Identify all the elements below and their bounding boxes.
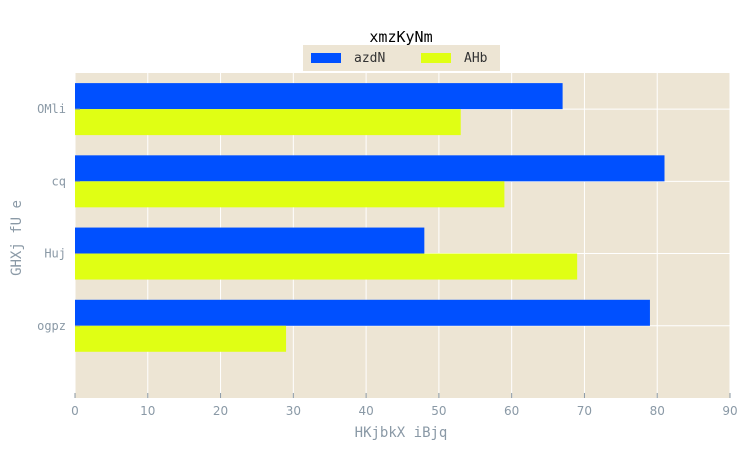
y-tick-label: Huj (44, 247, 66, 261)
x-tick-label: 90 (722, 404, 737, 418)
bar-AHb-Huj (75, 253, 578, 280)
legend: azdN AHb (303, 45, 500, 71)
x-tick-label: 40 (358, 404, 373, 418)
legend-label-AHb: AHb (464, 51, 488, 66)
y-axis-ticks: OMli cq Huj ogpz (37, 102, 80, 333)
x-tick-label: 30 (286, 404, 301, 418)
bar-azdN-OMli (75, 83, 563, 110)
bar-AHb-OMli (75, 109, 461, 136)
y-tick-label: cq (52, 174, 66, 188)
legend-swatch-AHb (421, 53, 451, 63)
x-tick-label: 10 (140, 404, 155, 418)
y-axis-label: GHXj fU e (9, 200, 25, 276)
x-tick-label: 0 (71, 404, 79, 418)
y-tick-label: OMli (37, 102, 66, 116)
x-tick-label: 60 (504, 404, 519, 418)
legend-swatch-azdN (311, 53, 341, 63)
x-axis-label: HKjbkX iBjq (355, 425, 448, 441)
x-tick-label: 70 (577, 404, 592, 418)
x-tick-label: 50 (431, 404, 446, 418)
bar-azdN-Huj (75, 227, 425, 254)
chart-title: xmzKyNm (369, 28, 432, 46)
x-tick-label: 20 (213, 404, 228, 418)
bars-group (75, 83, 665, 352)
legend-label-azdN: azdN (354, 51, 385, 66)
bar-azdN-cq (75, 155, 665, 182)
y-tick-label: ogpz (37, 319, 66, 333)
bar-AHb-cq (75, 181, 505, 208)
x-tick-label: 80 (650, 404, 665, 418)
bar-azdN-ogpz (75, 299, 650, 326)
bar-AHb-ogpz (75, 325, 287, 352)
x-axis-ticks: 0 10 20 30 40 50 60 70 80 90 (71, 393, 738, 418)
